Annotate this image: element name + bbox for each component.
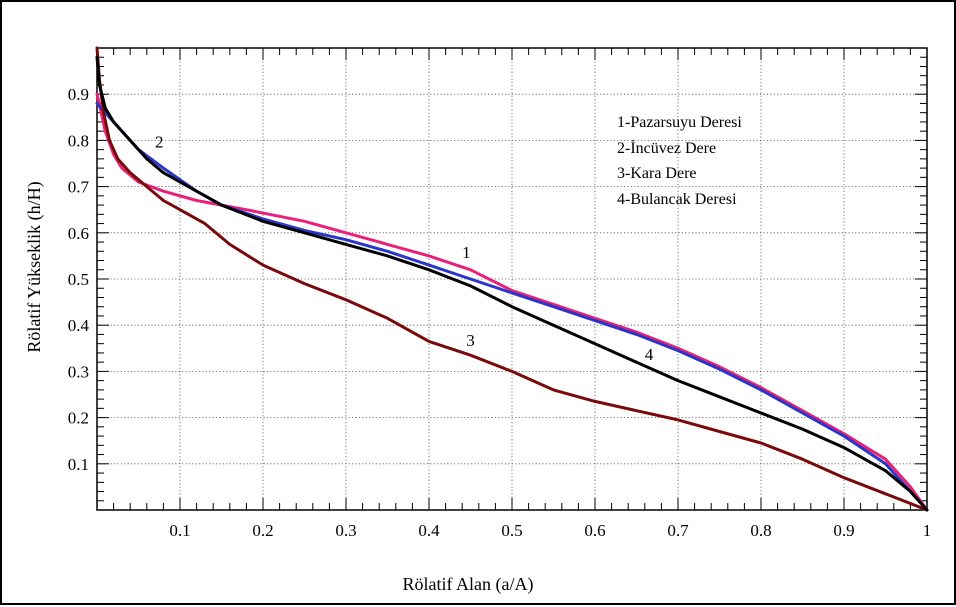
y-tick-label: 0.9 [68, 85, 89, 104]
y-tick-label: 0.5 [68, 270, 89, 289]
x-tick-label: 0.5 [501, 521, 522, 540]
y-tick-label: 0.6 [68, 224, 89, 243]
x-tick-label: 0.4 [418, 521, 440, 540]
legend-entry-1: 1-Pazarsuyu Deresi [617, 114, 742, 131]
series-line-4 [95, 55, 929, 512]
x-tick-label: 0.9 [833, 521, 854, 540]
x-tick-label: 1 [923, 521, 932, 540]
y-tick-label: 0.3 [68, 362, 89, 381]
x-axis-title: Rölatif Alan (a/A) [403, 574, 534, 595]
legend-entry-3: 3-Kara Dere [617, 165, 697, 182]
legend-entry-2: 2-İncüvez Dere [617, 139, 716, 157]
x-tick-label: 0.2 [252, 521, 273, 540]
x-tick-label: 0.1 [169, 521, 190, 540]
legend: 1-Pazarsuyu Deresi 2-İncüvez Dere 3-Kara… [617, 114, 742, 208]
x-tick-label: 0.8 [750, 521, 771, 540]
plot-border [96, 47, 928, 511]
y-tick-label: 0.1 [68, 455, 89, 474]
x-tick-label: 0.7 [667, 521, 689, 540]
y-tick-labels: 0.1 0.2 0.3 0.4 0.5 0.6 0.7 0.8 0.9 [68, 85, 90, 474]
y-axis-title: Rölatif Yükseklik (h/H) [24, 181, 45, 352]
curve-label-4: 4 [645, 345, 654, 364]
series-line-1 [95, 92, 929, 512]
curve-label-1: 1 [462, 243, 471, 262]
y-tick-label: 0.7 [68, 178, 90, 197]
x-tick-label: 0.3 [335, 521, 356, 540]
curve-label-3: 3 [466, 331, 475, 350]
curve-labels: 1 2 3 4 [155, 132, 654, 364]
series-line-3 [95, 46, 929, 512]
y-tick-label: 0.8 [68, 131, 89, 150]
y-tick-label: 0.2 [68, 409, 89, 428]
series-group [95, 46, 929, 512]
y-tick-label: 0.4 [68, 316, 90, 335]
x-tick-labels: 0.1 0.2 0.3 0.4 0.5 0.6 0.7 0.8 0.9 1 [169, 521, 931, 540]
x-tick-label: 0.6 [584, 521, 605, 540]
series-line-2 [95, 101, 929, 512]
curve-label-2: 2 [155, 132, 164, 151]
legend-entry-4: 4-Bulancak Deresi [617, 191, 737, 208]
